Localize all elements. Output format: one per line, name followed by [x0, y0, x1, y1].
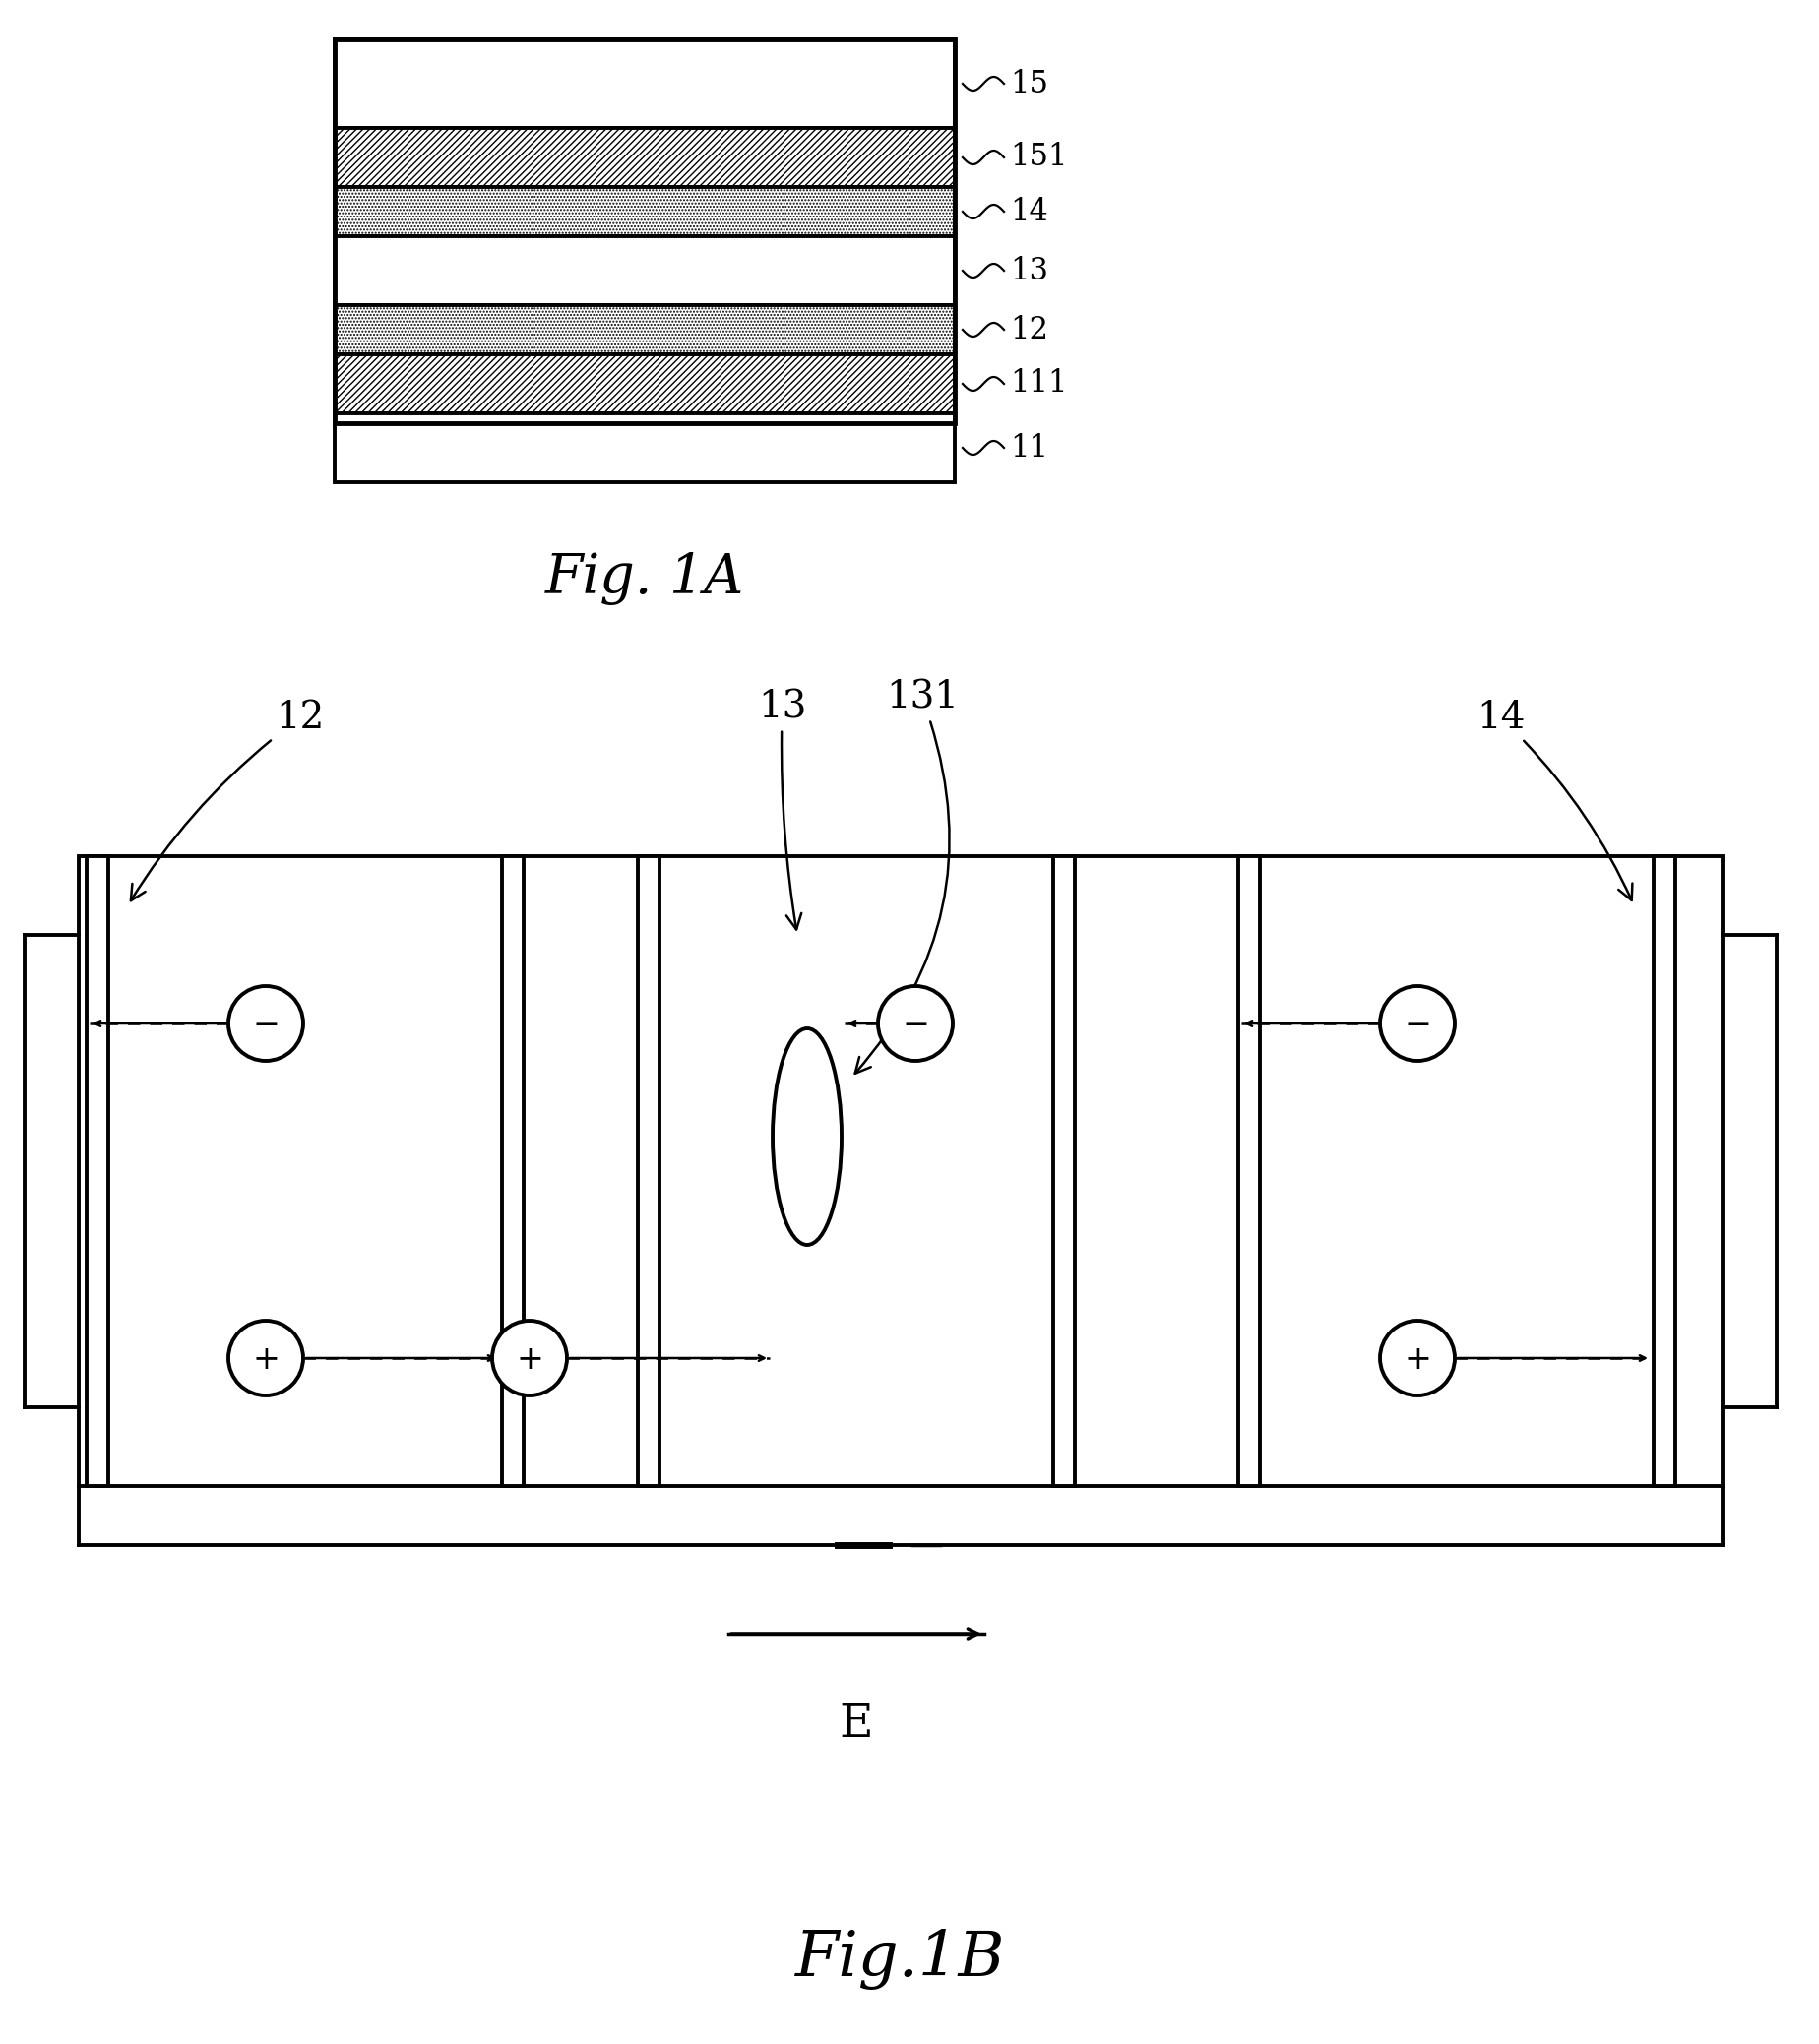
Text: +: + [517, 1345, 544, 1376]
Circle shape [879, 985, 953, 1061]
Text: 13: 13 [1010, 256, 1048, 286]
Text: 14: 14 [1477, 699, 1632, 899]
Text: 15: 15 [1010, 67, 1048, 98]
Bar [335, 39, 955, 423]
Text: Fig.1B: Fig.1B [795, 1930, 1006, 1991]
Text: 111: 111 [1010, 368, 1068, 399]
Bar [78, 856, 1723, 1486]
Text: 14: 14 [1010, 196, 1048, 227]
Bar [335, 129, 955, 186]
Bar [335, 354, 955, 413]
Text: +: + [1404, 1345, 1432, 1376]
Text: 131: 131 [855, 681, 959, 1073]
Circle shape [1381, 1320, 1455, 1396]
Text: −: − [253, 1010, 280, 1040]
Text: +: + [253, 1345, 280, 1376]
Bar [335, 413, 955, 482]
Text: −: − [902, 1010, 930, 1040]
Circle shape [493, 1320, 568, 1396]
Circle shape [229, 985, 304, 1061]
Text: −: − [1404, 1010, 1432, 1040]
Text: Fig. 1A: Fig. 1A [546, 552, 744, 605]
Bar [1053, 856, 1075, 1486]
Bar [1653, 856, 1675, 1486]
Bar [1239, 856, 1261, 1486]
Text: 12: 12 [1010, 315, 1048, 345]
Text: 11: 11 [1010, 433, 1048, 464]
Ellipse shape [773, 1028, 842, 1245]
Text: 12: 12 [131, 699, 324, 901]
Bar [335, 237, 955, 305]
Bar [638, 856, 660, 1486]
Bar [335, 186, 955, 237]
Text: E: E [839, 1703, 873, 1748]
Text: 13: 13 [759, 691, 806, 930]
Text: 151: 151 [1010, 143, 1068, 172]
Bar [335, 39, 955, 129]
Bar [87, 856, 109, 1486]
Circle shape [1381, 985, 1455, 1061]
Bar [502, 856, 524, 1486]
Circle shape [229, 1320, 304, 1396]
Bar [335, 305, 955, 354]
